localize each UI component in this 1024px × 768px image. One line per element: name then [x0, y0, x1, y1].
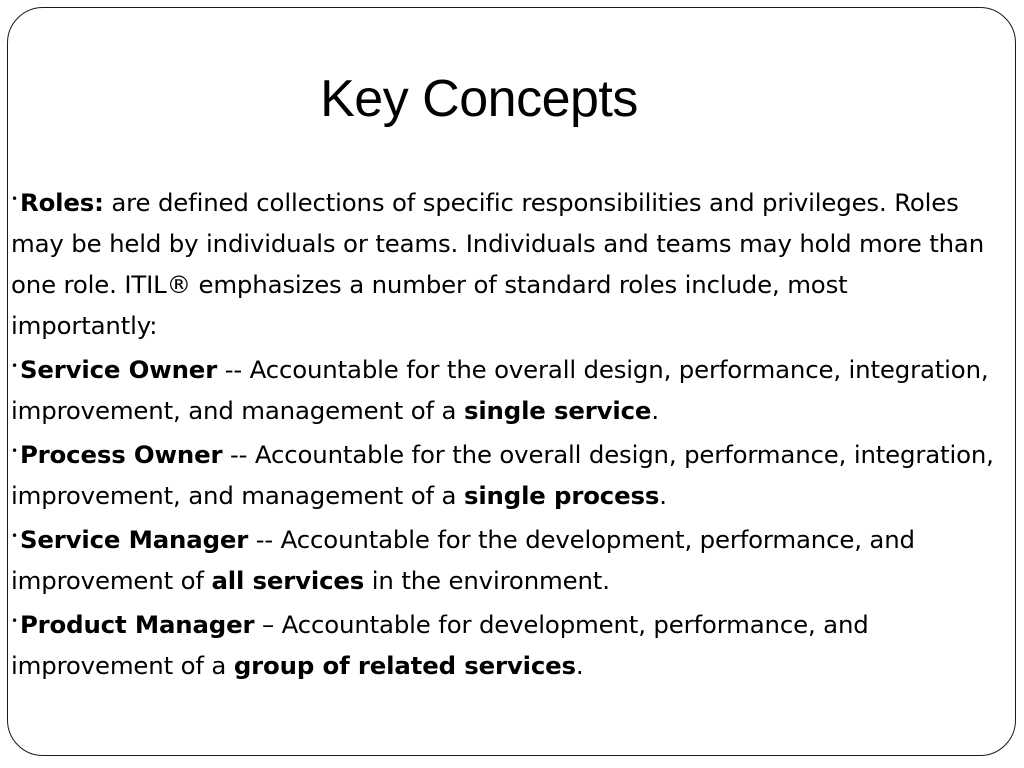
term-service-owner: Service Owner: [19, 355, 218, 384]
product-manager-emphasis: group of related services: [233, 651, 576, 680]
service-manager-description: -- Accountable for the development, perf…: [11, 525, 915, 595]
bullet-marker: •: [11, 614, 18, 628]
bullet-marker: •: [11, 192, 18, 206]
process-owner-description: -- Accountable for the overall design, p…: [11, 440, 994, 510]
process-owner-end: .: [659, 481, 667, 510]
roles-description: are defined collections of specific resp…: [11, 188, 985, 340]
term-service-manager: Service Manager: [19, 525, 249, 554]
bullet-marker: •: [11, 529, 18, 543]
term-roles: Roles:: [19, 188, 104, 217]
process-owner-emphasis: single process: [463, 481, 660, 510]
slide-title: Key Concepts: [320, 70, 638, 128]
service-owner-emphasis: single service: [463, 396, 652, 425]
service-manager-end: in the environment.: [364, 566, 610, 595]
product-manager-end: .: [575, 651, 584, 680]
bullet-roles: •Roles: are defined collections of speci…: [11, 179, 1001, 346]
bullet-product-manager: •Product Manager – Accountable for devel…: [11, 601, 1001, 686]
bullet-service-owner: •Service Owner -- Accountable for the ov…: [11, 346, 1001, 431]
bullet-process-owner: •Process Owner -- Accountable for the ov…: [11, 431, 1001, 516]
service-manager-emphasis: all services: [211, 566, 365, 595]
term-process-owner: Process Owner: [19, 440, 223, 469]
service-owner-description: -- Accountable for the overall design, p…: [11, 355, 989, 425]
term-product-manager: Product Manager: [19, 610, 255, 639]
product-manager-description: – Accountable for development, performan…: [11, 610, 869, 680]
service-owner-end: .: [651, 396, 659, 425]
bullet-marker: •: [11, 359, 18, 373]
slide-frame: [7, 7, 1016, 756]
bullet-marker: •: [11, 444, 18, 458]
bullet-service-manager: •Service Manager -- Accountable for the …: [11, 516, 1001, 601]
slide-body: •Roles: are defined collections of speci…: [11, 179, 1001, 686]
